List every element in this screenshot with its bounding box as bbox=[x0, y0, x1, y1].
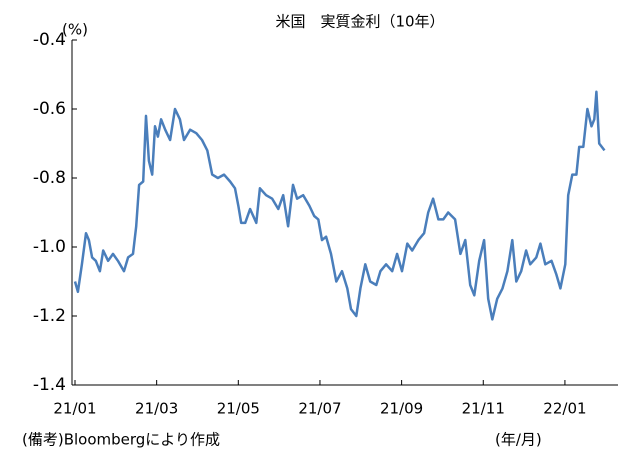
x-tick-label: 21/09 bbox=[380, 400, 423, 418]
x-tick-label: 21/07 bbox=[298, 400, 341, 418]
y-unit: (%) bbox=[62, 21, 88, 39]
x-tick-label: 21/11 bbox=[462, 400, 505, 418]
x-unit: (年/月) bbox=[495, 431, 542, 449]
x-tick-label: 21/03 bbox=[135, 400, 178, 418]
y-tick-label: -0.8 bbox=[33, 168, 66, 188]
x-tick-label: 22/01 bbox=[543, 400, 586, 418]
y-tick-label: -0.4 bbox=[33, 30, 66, 50]
note: (備考)Bloombergにより作成 bbox=[22, 431, 220, 449]
chart-title: 米国 実質金利（10年） bbox=[275, 13, 444, 31]
x-tick-label: 21/01 bbox=[53, 400, 96, 418]
x-tick-label: 21/05 bbox=[217, 400, 260, 418]
y-tick-label: -1.2 bbox=[33, 306, 66, 326]
data-line bbox=[73, 90, 606, 321]
y-tick-label: -0.6 bbox=[33, 99, 66, 119]
y-tick-label: -1.4 bbox=[33, 375, 66, 395]
y-tick-label: -1.0 bbox=[33, 237, 66, 257]
